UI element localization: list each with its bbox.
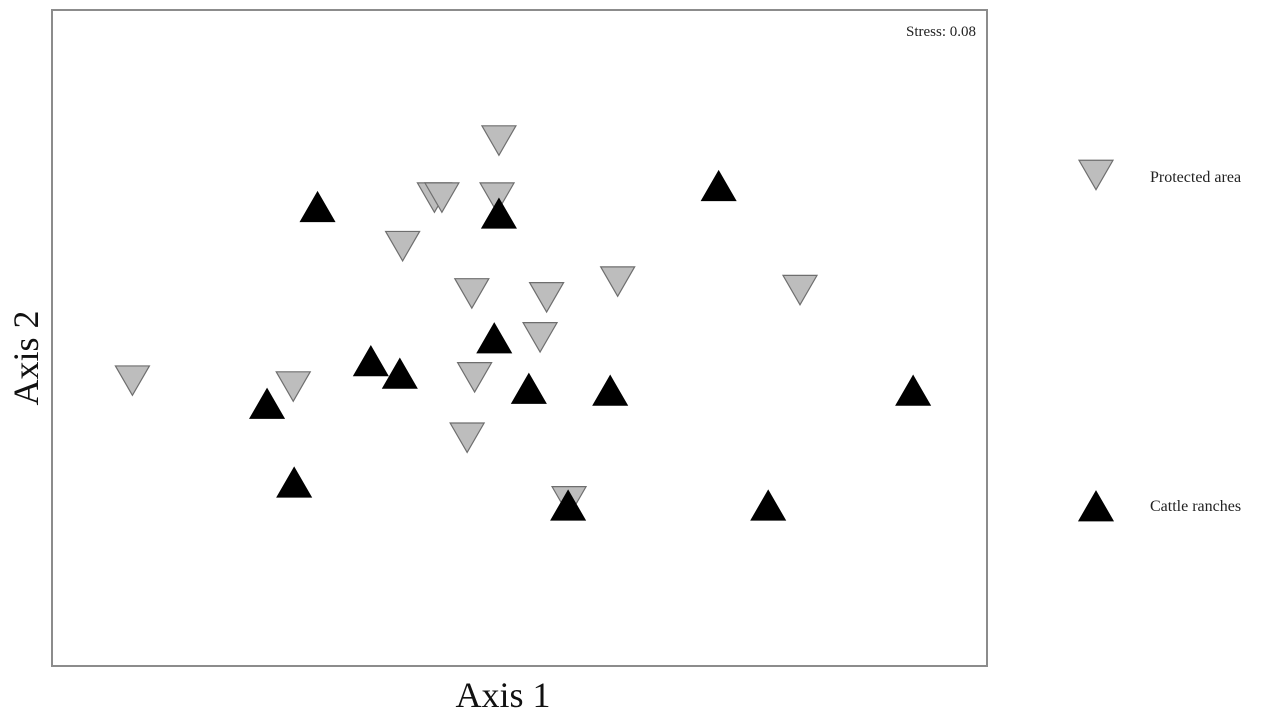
- point-protected-area-12: [449, 422, 486, 454]
- point-protected-area-10: [522, 322, 559, 354]
- point-protected-area-3: [384, 230, 421, 263]
- point-cattle-ranches-7: [249, 387, 286, 419]
- point-protected-area-6: [479, 182, 516, 214]
- point-protected-area-2: [275, 371, 312, 403]
- point-cattle-ranches-2: [480, 197, 517, 229]
- point-cattle-ranches-8: [276, 466, 313, 498]
- point-cattle-ranches-5: [352, 345, 389, 377]
- point-protected-area-15: [781, 274, 819, 307]
- point-protected-area-8: [480, 125, 517, 157]
- point-protected-area-9: [528, 282, 565, 314]
- point-cattle-ranches-9: [510, 372, 547, 404]
- y-axis-label: Axis 2: [6, 310, 46, 405]
- point-protected-area-5: [423, 182, 460, 214]
- point-protected-area-1: [114, 365, 151, 397]
- point-cattle-ranches-3: [700, 169, 737, 202]
- point-cattle-ranches-6: [381, 357, 418, 389]
- point-protected-area-7: [453, 278, 490, 310]
- point-cattle-ranches-1: [299, 190, 336, 223]
- legend-marker-cattle-ranches: [1077, 490, 1115, 522]
- point-cattle-ranches-12: [550, 489, 587, 521]
- point-cattle-ranches-13: [750, 489, 787, 521]
- legend-marker-protected-area: [1077, 159, 1115, 191]
- point-cattle-ranches-10: [592, 374, 629, 406]
- point-protected-area-11: [456, 362, 493, 394]
- legend-label-protected-area: Protected area: [1150, 169, 1241, 186]
- points-layer: [114, 125, 932, 521]
- legend: Protected area Cattle ranches: [1077, 159, 1241, 522]
- stress-annotation: Stress: 0.08: [906, 24, 976, 40]
- legend-label-cattle-ranches: Cattle ranches: [1150, 498, 1241, 515]
- point-cattle-ranches-11: [895, 374, 932, 406]
- point-cattle-ranches-4: [476, 322, 513, 354]
- point-protected-area-14: [599, 266, 636, 298]
- x-axis-label: Axis 1: [455, 675, 550, 713]
- plot-frame: [51, 9, 988, 667]
